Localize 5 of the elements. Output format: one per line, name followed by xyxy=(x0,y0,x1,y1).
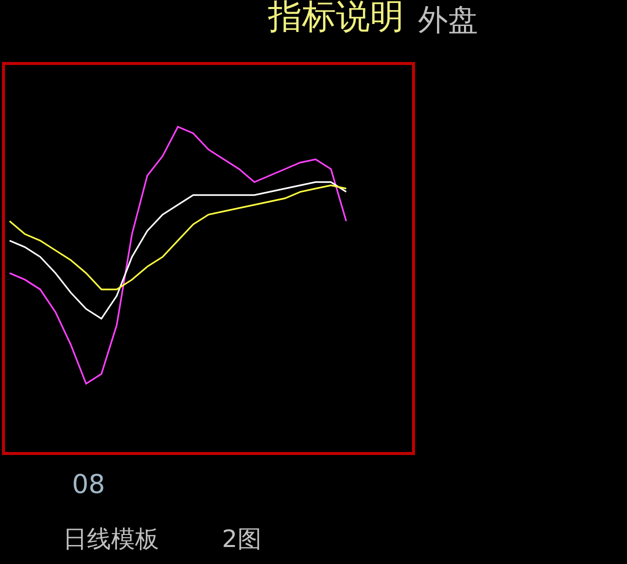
text: 日线模板 xyxy=(63,525,159,553)
chart-title: 指标说明 xyxy=(267,0,404,37)
text: 08 xyxy=(72,470,106,500)
text: 外盘 xyxy=(418,3,478,38)
text: 2图 xyxy=(222,525,262,553)
